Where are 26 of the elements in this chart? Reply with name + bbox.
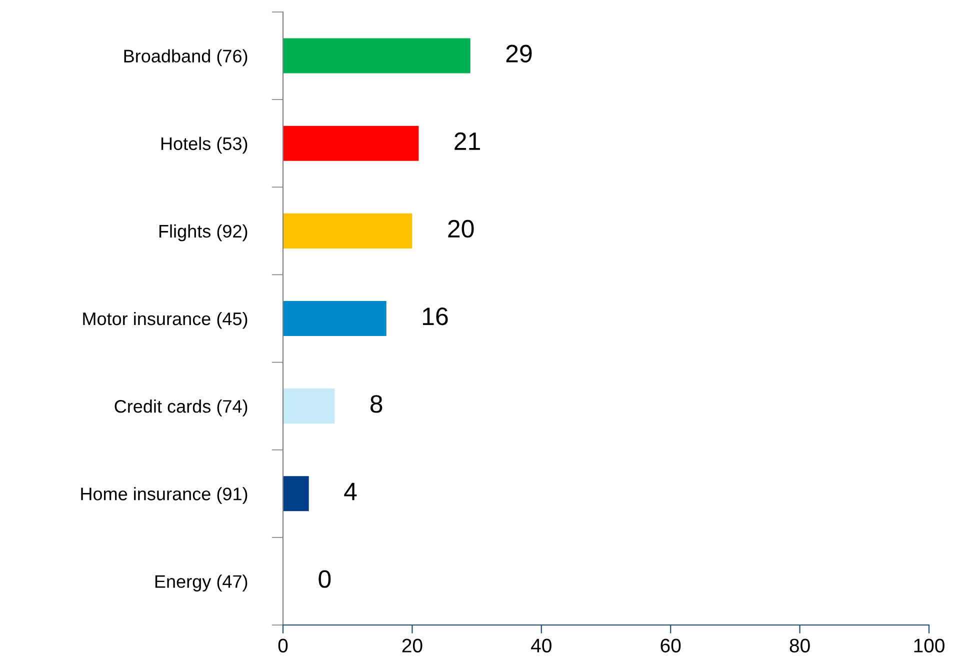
x-tick-label: 80: [790, 638, 810, 652]
data-label: 29: [506, 44, 532, 62]
y-tick-label: Hotels (53): [161, 136, 248, 154]
bar: [283, 213, 412, 248]
x-tick-label: 0: [278, 638, 288, 652]
data-label: 21: [454, 132, 480, 150]
y-tick-label: Credit cards (74): [114, 400, 248, 416]
data-label: 8: [370, 395, 382, 413]
bar: [283, 476, 309, 512]
y-tick-label: Motor insurance (45): [83, 312, 248, 329]
bar: [283, 388, 335, 424]
data-label: 16: [422, 308, 448, 326]
y-tick-label: Broadband (76): [124, 49, 248, 66]
bar: [283, 126, 419, 161]
x-tick-label: 40: [531, 638, 552, 652]
bar: [283, 300, 386, 336]
y-tick-label: Energy (47): [155, 574, 248, 592]
y-tick-label: Flights (92): [159, 224, 248, 242]
y-tick-label: Home insurance (91): [81, 487, 248, 504]
bar: [283, 38, 470, 74]
data-label: 20: [448, 220, 474, 238]
x-tick-label: 100: [914, 638, 944, 652]
data-label: 0: [318, 570, 331, 588]
data-label: 4: [344, 482, 357, 500]
x-tick-label: 60: [660, 638, 681, 652]
x-tick-label: 20: [402, 638, 422, 652]
